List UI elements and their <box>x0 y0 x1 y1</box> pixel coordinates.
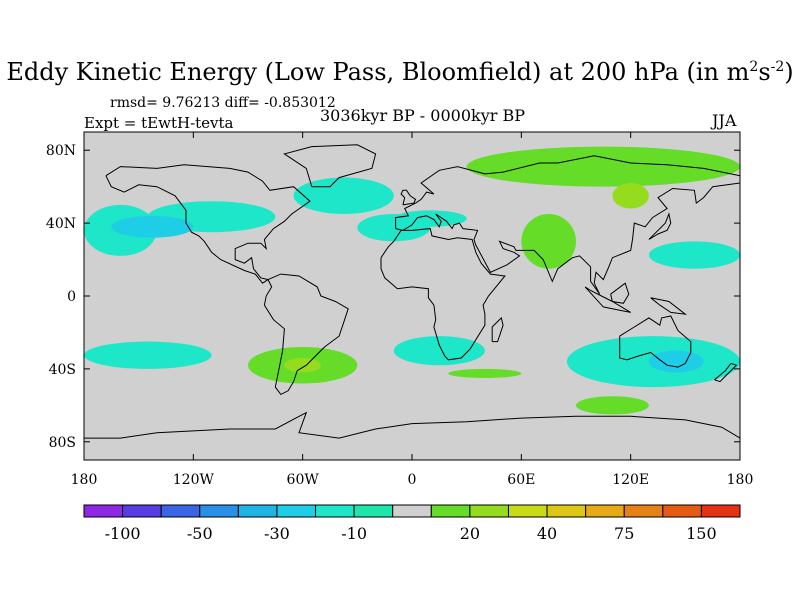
colorbar-label: -30 <box>264 524 290 543</box>
y-tick-label: 40N <box>46 216 76 232</box>
colorbar-swatch <box>507 504 548 518</box>
colorbar-swatch <box>392 504 432 518</box>
title-exponent-2: -2 <box>770 59 785 75</box>
coastline-north-america <box>105 164 311 284</box>
colorbar-swatch <box>585 504 625 518</box>
stats-label: rmsd= 9.76213 diff= -0.853012 <box>110 95 336 111</box>
title-exponent-1: 2 <box>749 59 759 75</box>
x-tick-label: 60W <box>287 472 320 488</box>
field-region-15 <box>648 350 704 373</box>
colorbar-swatch <box>160 504 201 518</box>
title-close: ) <box>784 58 794 86</box>
x-tick-label: 60E <box>507 472 535 488</box>
colorbar-label: -100 <box>105 524 141 543</box>
field-region-10 <box>84 341 212 369</box>
x-tick-label: 120W <box>173 472 215 488</box>
field-region-5 <box>393 210 467 227</box>
coastline-south-america <box>263 273 349 396</box>
page-title: Eddy Kinetic Energy (Low Pass, Bloomfiel… <box>0 58 800 86</box>
period-label: 3036kyr BP - 0000kyr BP <box>320 106 525 125</box>
field-region-12 <box>284 357 321 373</box>
x-tick-label: 0 <box>408 472 417 488</box>
field-region-9 <box>648 241 740 269</box>
coastline-greenland <box>283 144 377 188</box>
coastline-new-zealand <box>714 362 738 383</box>
colorbar-swatch <box>237 504 278 518</box>
colorbar-swatch <box>315 504 355 518</box>
colorbar-swatch <box>700 504 741 518</box>
colorbar-swatch <box>546 504 587 518</box>
field-region-2 <box>111 215 194 238</box>
colorbar-label: 75 <box>614 524 634 543</box>
colorbar-swatch <box>623 504 664 518</box>
x-tick-label: 180 <box>71 472 98 488</box>
coastline-indonesia <box>584 286 631 313</box>
field-region-16 <box>576 396 649 415</box>
field-region-17 <box>448 368 522 379</box>
axis-ticks: 180 120W 60W 0 60E 120E 180 80N 40N 0 40S 80S <box>46 132 753 488</box>
x-tick-label: 120E <box>612 472 649 488</box>
field-region-3 <box>293 177 394 214</box>
colorbar-swatch <box>83 504 124 518</box>
colorbar-swatch <box>122 504 162 518</box>
season-label: JJA <box>712 111 737 130</box>
coastline-madagascar <box>491 316 504 343</box>
coastline-antarctica <box>84 411 740 439</box>
colorbar-swatch <box>662 504 702 518</box>
y-tick-label: 80S <box>49 435 76 451</box>
coastline-africa <box>380 228 506 361</box>
colorbar-swatch <box>276 504 317 518</box>
coastline-borneo <box>610 282 630 304</box>
field-region-6 <box>466 146 740 187</box>
field-region-7 <box>521 214 577 269</box>
field-region-13 <box>393 336 485 366</box>
field-region-8 <box>612 183 649 209</box>
coastline-japan <box>648 212 672 240</box>
coastline-uk <box>400 189 417 206</box>
coastline-layer <box>84 144 740 439</box>
title-text: Eddy Kinetic Energy (Low Pass, Bloomfiel… <box>6 58 750 86</box>
title-unit-s: s <box>758 58 771 86</box>
colorbar-label: 20 <box>460 524 480 543</box>
colorbar: -100 -50 -30 -10 20 40 75 150 <box>83 504 741 543</box>
coastline-eurasia <box>395 155 740 295</box>
colorbar-label: -50 <box>187 524 213 543</box>
experiment-label: Expt = tEwtH-tevta <box>84 114 234 132</box>
coastline-australia <box>619 315 692 368</box>
coastline-new-guinea <box>650 297 688 315</box>
colorbar-swatch <box>353 504 394 518</box>
y-tick-label: 40S <box>49 362 76 378</box>
y-tick-label: 0 <box>67 289 76 305</box>
colorbar-label: -10 <box>341 524 367 543</box>
colorbar-swatch <box>469 504 509 518</box>
field-layer <box>84 146 740 415</box>
y-tick-label: 80N <box>46 143 76 159</box>
colorbar-label: 150 <box>686 524 717 543</box>
x-tick-label: 180 <box>727 472 754 488</box>
colorbar-label: 40 <box>537 524 557 543</box>
colorbar-swatch <box>199 504 239 518</box>
colorbar-swatch <box>430 504 471 518</box>
